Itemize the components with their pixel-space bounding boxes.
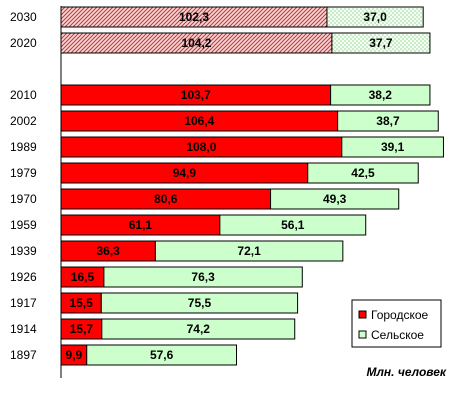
bar-row-1970: 1970 80,6 49,3 — [10, 188, 400, 210]
rural-bar-2002 — [337, 110, 439, 132]
legend-swatch-rural — [358, 330, 367, 339]
legend-label-urban: Городское — [371, 308, 429, 322]
bar-row-2030: 2030 102,3 37,0 — [10, 6, 424, 28]
year-label-1970: 1970 — [10, 192, 37, 206]
urban-value-label-2030: 102,3 — [179, 10, 209, 24]
bar-row-1989: 1989 108,0 39,1 — [10, 136, 444, 158]
year-label-1979: 1979 — [10, 166, 37, 180]
year-label-1917: 1917 — [10, 296, 37, 310]
year-label-2020: 2020 — [10, 36, 37, 50]
urban-value-label-1939: 36,3 — [97, 244, 121, 258]
bar-row-1939: 1939 36,3 72,1 — [10, 240, 344, 262]
urban-value-label-1959: 61,1 — [129, 218, 153, 232]
legend-swatch-urban — [358, 310, 367, 319]
rural-value-label-1914: 74,2 — [187, 322, 211, 336]
rural-value-label-1959: 56,1 — [281, 218, 305, 232]
year-label-1939: 1939 — [10, 244, 37, 258]
bar-row-1926: 1926 16,5 76,3 — [10, 266, 303, 288]
urban-value-label-2010: 103,7 — [181, 88, 211, 102]
urban-value-label-1926: 16,5 — [71, 270, 95, 284]
rural-bar-1917 — [100, 292, 299, 314]
rural-bar-1926 — [103, 266, 303, 288]
year-label-1914: 1914 — [10, 322, 37, 336]
year-label-1897: 1897 — [10, 348, 37, 362]
rural-bar-1989 — [341, 136, 444, 158]
legend-box — [351, 299, 442, 348]
urban-value-label-1917: 15,5 — [69, 296, 93, 310]
rural-value-label-1970: 49,3 — [323, 192, 347, 206]
rural-bar-1970 — [270, 188, 400, 210]
bar-row-1959: 1959 61,1 56,1 — [10, 214, 367, 236]
bar-row-1979: 1979 94,9 42,5 — [10, 162, 419, 184]
bar-row-2002: 2002 106,4 38,7 — [10, 110, 439, 132]
bar-row-2020: 2020 104,2 37,7 — [10, 32, 431, 54]
legend-label-rural: Сельское — [371, 328, 424, 342]
year-label-2030: 2030 — [10, 10, 37, 24]
rural-value-label-2010: 38,2 — [369, 88, 393, 102]
rural-bar-1979 — [307, 162, 419, 184]
rural-value-label-1917: 75,5 — [188, 296, 212, 310]
rural-value-label-2030: 37,0 — [363, 10, 387, 24]
rural-value-label-1979: 42,5 — [351, 166, 375, 180]
rural-value-label-1939: 72,1 — [237, 244, 261, 258]
rural-bar-2020 — [331, 32, 431, 54]
rural-bar-1897 — [86, 344, 237, 366]
urban-value-label-1979: 94,9 — [173, 166, 197, 180]
year-label-1959: 1959 — [10, 218, 37, 232]
urban-value-label-1970: 80,6 — [154, 192, 178, 206]
rural-value-label-1926: 76,3 — [191, 270, 215, 284]
urban-value-label-2020: 104,2 — [181, 36, 211, 50]
year-label-1926: 1926 — [10, 270, 37, 284]
urban-value-label-1914: 15,7 — [70, 322, 94, 336]
bar-row-1917: 1917 15,5 75,5 — [10, 292, 299, 314]
urban-value-label-1897: 9,9 — [66, 348, 83, 362]
year-label-2002: 2002 — [10, 114, 37, 128]
rural-value-label-2020: 37,7 — [369, 36, 393, 50]
rural-bar-1959 — [219, 214, 367, 236]
rural-bar-2010 — [330, 84, 431, 106]
legend: Городское Сельское — [351, 299, 442, 348]
urban-value-label-2002: 106,4 — [184, 114, 214, 128]
urban-value-label-1989: 108,0 — [186, 140, 216, 154]
bar-row-1914: 1914 15,7 74,2 — [10, 318, 296, 340]
rural-bar-1939 — [154, 240, 344, 262]
year-label-1989: 1989 — [10, 140, 37, 154]
bar-row-2010: 2010 103,7 38,2 — [10, 84, 431, 106]
rural-value-label-1897: 57,6 — [150, 348, 174, 362]
rural-value-label-2002: 38,7 — [376, 114, 400, 128]
rural-bar-1914 — [101, 318, 296, 340]
year-label-2010: 2010 — [10, 88, 37, 102]
unit-label: Млн. человек — [366, 365, 446, 379]
rural-bar-2030 — [326, 6, 424, 28]
bar-row-1897: 1897 9,9 57,6 — [10, 344, 237, 366]
rural-value-label-1989: 39,1 — [381, 140, 405, 154]
